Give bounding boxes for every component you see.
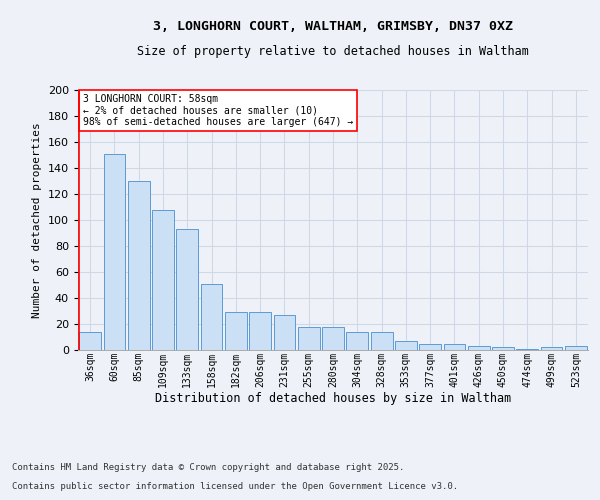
Bar [468,346,490,350]
X-axis label: Distribution of detached houses by size in Waltham: Distribution of detached houses by size … [155,392,511,405]
Bar [249,312,271,350]
Y-axis label: Number of detached properties: Number of detached properties [32,122,42,318]
Bar [322,326,344,350]
Bar [371,332,392,350]
Bar [298,326,320,350]
Bar [274,315,295,350]
Bar [200,284,223,350]
Bar [565,346,587,350]
Text: 3 LONGHORN COURT: 58sqm
← 2% of detached houses are smaller (10)
98% of semi-det: 3 LONGHORN COURT: 58sqm ← 2% of detached… [83,94,353,127]
Bar [419,344,441,350]
Bar [443,344,466,350]
Text: Contains public sector information licensed under the Open Government Licence v3: Contains public sector information licen… [12,482,458,491]
Text: 3, LONGHORN COURT, WALTHAM, GRIMSBY, DN37 0XZ: 3, LONGHORN COURT, WALTHAM, GRIMSBY, DN3… [153,20,513,33]
Bar [346,332,368,350]
Bar [225,312,247,350]
Bar [176,229,198,350]
Bar [517,348,538,350]
Bar [152,210,174,350]
Text: Size of property relative to detached houses in Waltham: Size of property relative to detached ho… [137,45,529,58]
Bar [79,332,101,350]
Text: Contains HM Land Registry data © Crown copyright and database right 2025.: Contains HM Land Registry data © Crown c… [12,464,404,472]
Bar [395,341,417,350]
Bar [104,154,125,350]
Bar [541,348,562,350]
Bar [128,181,149,350]
Bar [492,348,514,350]
